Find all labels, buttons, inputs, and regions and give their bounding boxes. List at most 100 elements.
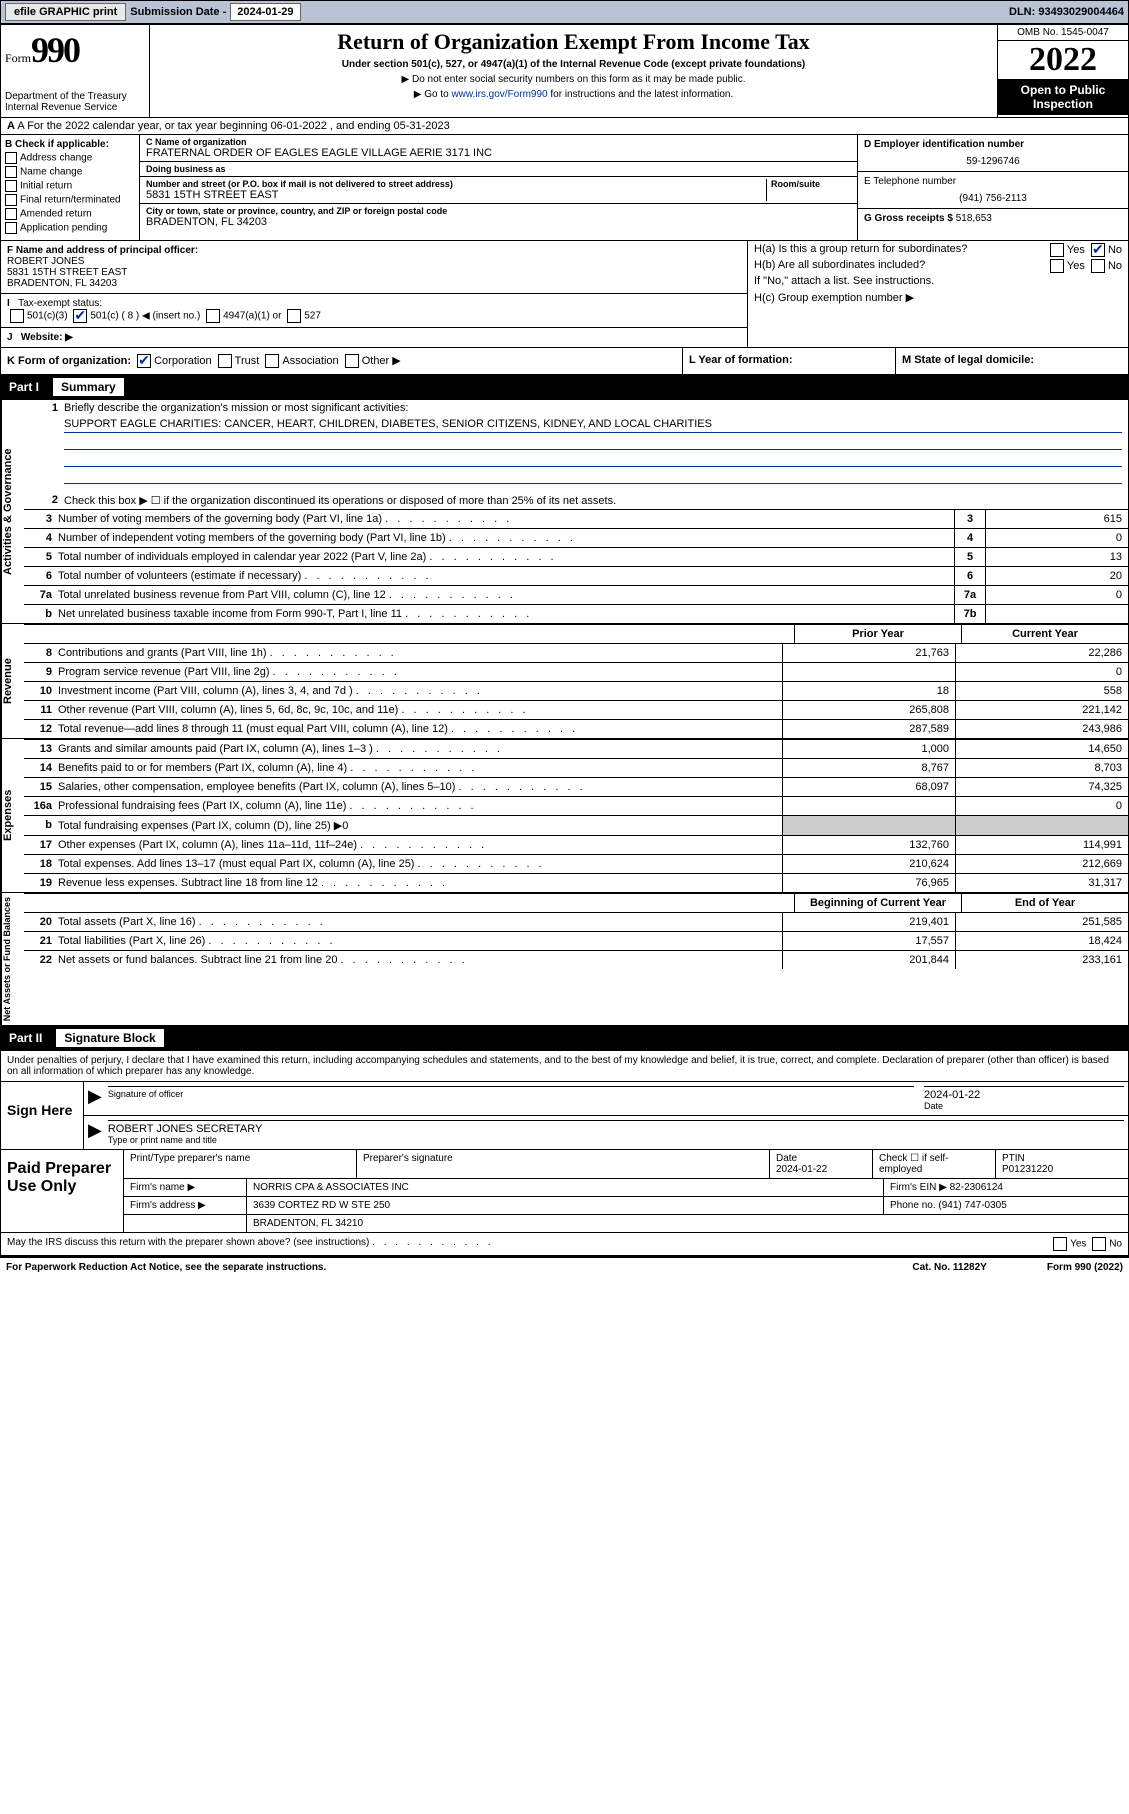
- telephone-label: E Telephone number: [864, 176, 1122, 187]
- paid-preparer-label: Paid Preparer Use Only: [1, 1150, 124, 1232]
- part1-header: Part I Summary: [0, 375, 1129, 400]
- checkbox[interactable]: [5, 166, 17, 178]
- prep-date: Date2024-01-22: [770, 1150, 873, 1178]
- paid-preparer-block: Paid Preparer Use Only Print/Type prepar…: [0, 1150, 1129, 1233]
- summary-revenue: Revenue Prior YearCurrent Year 8Contribu…: [0, 624, 1129, 739]
- gross-receipts-label: G Gross receipts $: [864, 213, 956, 224]
- ein: 59-1296746: [864, 156, 1122, 167]
- arrow-icon: ▶: [88, 1120, 102, 1145]
- efile-print-button[interactable]: efile GRAPHIC print: [5, 3, 126, 21]
- room-label: Room/suite: [771, 179, 851, 189]
- mission-text: SUPPORT EAGLE CHARITIES: CANCER, HEART, …: [64, 418, 1122, 433]
- chk-assoc[interactable]: [265, 354, 279, 368]
- chk-discuss-yes[interactable]: [1053, 1237, 1067, 1251]
- firm-addr-lbl: Firm's address ▶: [124, 1197, 247, 1214]
- col-prior-year: Prior Year: [794, 625, 961, 643]
- sign-here-label: Sign Here: [1, 1082, 84, 1149]
- city: BRADENTON, FL 34203: [146, 216, 851, 228]
- chk-trust[interactable]: [218, 354, 232, 368]
- chk-corp[interactable]: [137, 354, 151, 368]
- arrow-icon: ▶: [88, 1086, 102, 1111]
- firm-name-lbl: Firm's name ▶: [124, 1179, 247, 1196]
- officer-addr1: 5831 15TH STREET EAST: [7, 267, 741, 278]
- sig-name-field: ROBERT JONES SECRETARYType or print name…: [108, 1120, 1124, 1145]
- line2-desc: Check this box ▶ ☐ if the organization d…: [64, 494, 1122, 507]
- website-label: Website: ▶: [21, 332, 73, 343]
- tab-netassets: Net Assets or Fund Balances: [1, 893, 24, 1025]
- prep-selfemp: Check ☐ if self-employed: [873, 1150, 996, 1178]
- col-eoy: End of Year: [961, 894, 1128, 912]
- chk-discuss-no[interactable]: [1092, 1237, 1106, 1251]
- prep-ptin: PTINP01231220: [996, 1150, 1128, 1178]
- firm-ein: Firm's EIN ▶ 82-2306124: [884, 1179, 1128, 1196]
- org-name-label: C Name of organization: [146, 137, 851, 147]
- chk-ha-yes[interactable]: [1050, 243, 1064, 257]
- checkbox[interactable]: [5, 152, 17, 164]
- m-label: M State of legal domicile:: [902, 354, 1034, 366]
- cat-no: Cat. No. 11282Y: [912, 1262, 986, 1273]
- firm-phone: Phone no. (941) 747-0305: [884, 1197, 1128, 1214]
- section-c: C Name of organization FRATERNAL ORDER O…: [140, 135, 857, 240]
- tab-expenses: Expenses: [1, 739, 24, 892]
- firm-name: NORRIS CPA & ASSOCIATES INC: [247, 1179, 884, 1196]
- checkbox[interactable]: [5, 208, 17, 220]
- chk-ha-no[interactable]: [1091, 243, 1105, 257]
- chk-hb-no[interactable]: [1091, 259, 1105, 273]
- h-b: H(b) Are all subordinates included?: [754, 259, 925, 271]
- summary-governance: Activities & Governance 1Briefly describ…: [0, 400, 1129, 624]
- section-d-e-g: D Employer identification number 59-1296…: [857, 135, 1128, 240]
- form-title: Return of Organization Exempt From Incom…: [154, 29, 993, 55]
- block-f-h: F Name and address of principal officer:…: [0, 241, 1129, 348]
- chk-527[interactable]: [287, 309, 301, 323]
- firm-addr2: BRADENTON, FL 34210: [247, 1215, 1128, 1232]
- chk-501c[interactable]: [73, 309, 87, 323]
- irs-discuss-row: May the IRS discuss this return with the…: [0, 1233, 1129, 1256]
- chk-4947[interactable]: [206, 309, 220, 323]
- tab-governance: Activities & Governance: [1, 400, 24, 623]
- h-b-note: If "No," attach a list. See instructions…: [748, 273, 1128, 289]
- ein-label: D Employer identification number: [864, 139, 1122, 150]
- jurat-text: Under penalties of perjury, I declare th…: [0, 1051, 1129, 1082]
- prep-name-hdr: Print/Type preparer's name: [124, 1150, 357, 1178]
- form-number: 990: [31, 30, 79, 70]
- form-header: Form990 Department of the Treasury Inter…: [0, 24, 1129, 118]
- sign-here-block: Sign Here ▶ Signature of officer 2024-01…: [0, 1082, 1129, 1150]
- top-bar: efile GRAPHIC print Submission Date - 20…: [0, 0, 1129, 24]
- tax-exempt-label: Tax-exempt status:: [18, 298, 102, 309]
- dept-treasury: Department of the Treasury Internal Reve…: [5, 91, 145, 113]
- col-boy: Beginning of Current Year: [794, 894, 961, 912]
- checkbox[interactable]: [5, 180, 17, 192]
- officer-name: ROBERT JONES: [7, 256, 741, 267]
- footer-note: For Paperwork Reduction Act Notice, see …: [0, 1256, 1129, 1277]
- chk-other[interactable]: [345, 354, 359, 368]
- submission-date-label: Submission Date -: [130, 6, 226, 18]
- line1-desc: Briefly describe the organization's miss…: [64, 402, 1122, 414]
- tax-year: 2022: [998, 41, 1128, 79]
- form-note-link: ▶ Go to www.irs.gov/Form990 for instruct…: [154, 89, 993, 100]
- part2-header: Part II Signature Block: [0, 1026, 1129, 1051]
- sig-officer-field[interactable]: Signature of officer: [108, 1086, 914, 1111]
- form-label: Form: [5, 51, 31, 65]
- pra-notice: For Paperwork Reduction Act Notice, see …: [6, 1262, 912, 1273]
- prep-sig-hdr: Preparer's signature: [357, 1150, 770, 1178]
- omb-number: OMB No. 1545-0047: [998, 25, 1128, 41]
- dln: DLN: 93493029004464: [1009, 6, 1124, 18]
- gross-receipts: 518,653: [956, 213, 992, 224]
- chk-501c3[interactable]: [10, 309, 24, 323]
- row-a-calendar-year: A A For the 2022 calendar year, or tax y…: [0, 118, 1129, 135]
- firm-addr: 3639 CORTEZ RD W STE 250: [247, 1197, 884, 1214]
- summary-expenses: Expenses 13Grants and similar amounts pa…: [0, 739, 1129, 893]
- f-label: F Name and address of principal officer:: [7, 245, 198, 256]
- checkbox[interactable]: [5, 194, 17, 206]
- officer-addr2: BRADENTON, FL 34203: [7, 278, 741, 289]
- org-name: FRATERNAL ORDER OF EAGLES EAGLE VILLAGE …: [146, 147, 851, 159]
- summary-netassets: Net Assets or Fund Balances Beginning of…: [0, 893, 1129, 1026]
- chk-hb-yes[interactable]: [1050, 259, 1064, 273]
- section-b-check: B Check if applicable: Address changeNam…: [1, 135, 140, 240]
- form-ref: Form 990 (2022): [1047, 1262, 1123, 1273]
- col-current-year: Current Year: [961, 625, 1128, 643]
- sig-date-field: 2024-01-22Date: [924, 1086, 1124, 1111]
- irs-link[interactable]: www.irs.gov/Form990: [451, 89, 547, 100]
- checkbox[interactable]: [5, 222, 17, 234]
- dba-label: Doing business as: [146, 164, 851, 174]
